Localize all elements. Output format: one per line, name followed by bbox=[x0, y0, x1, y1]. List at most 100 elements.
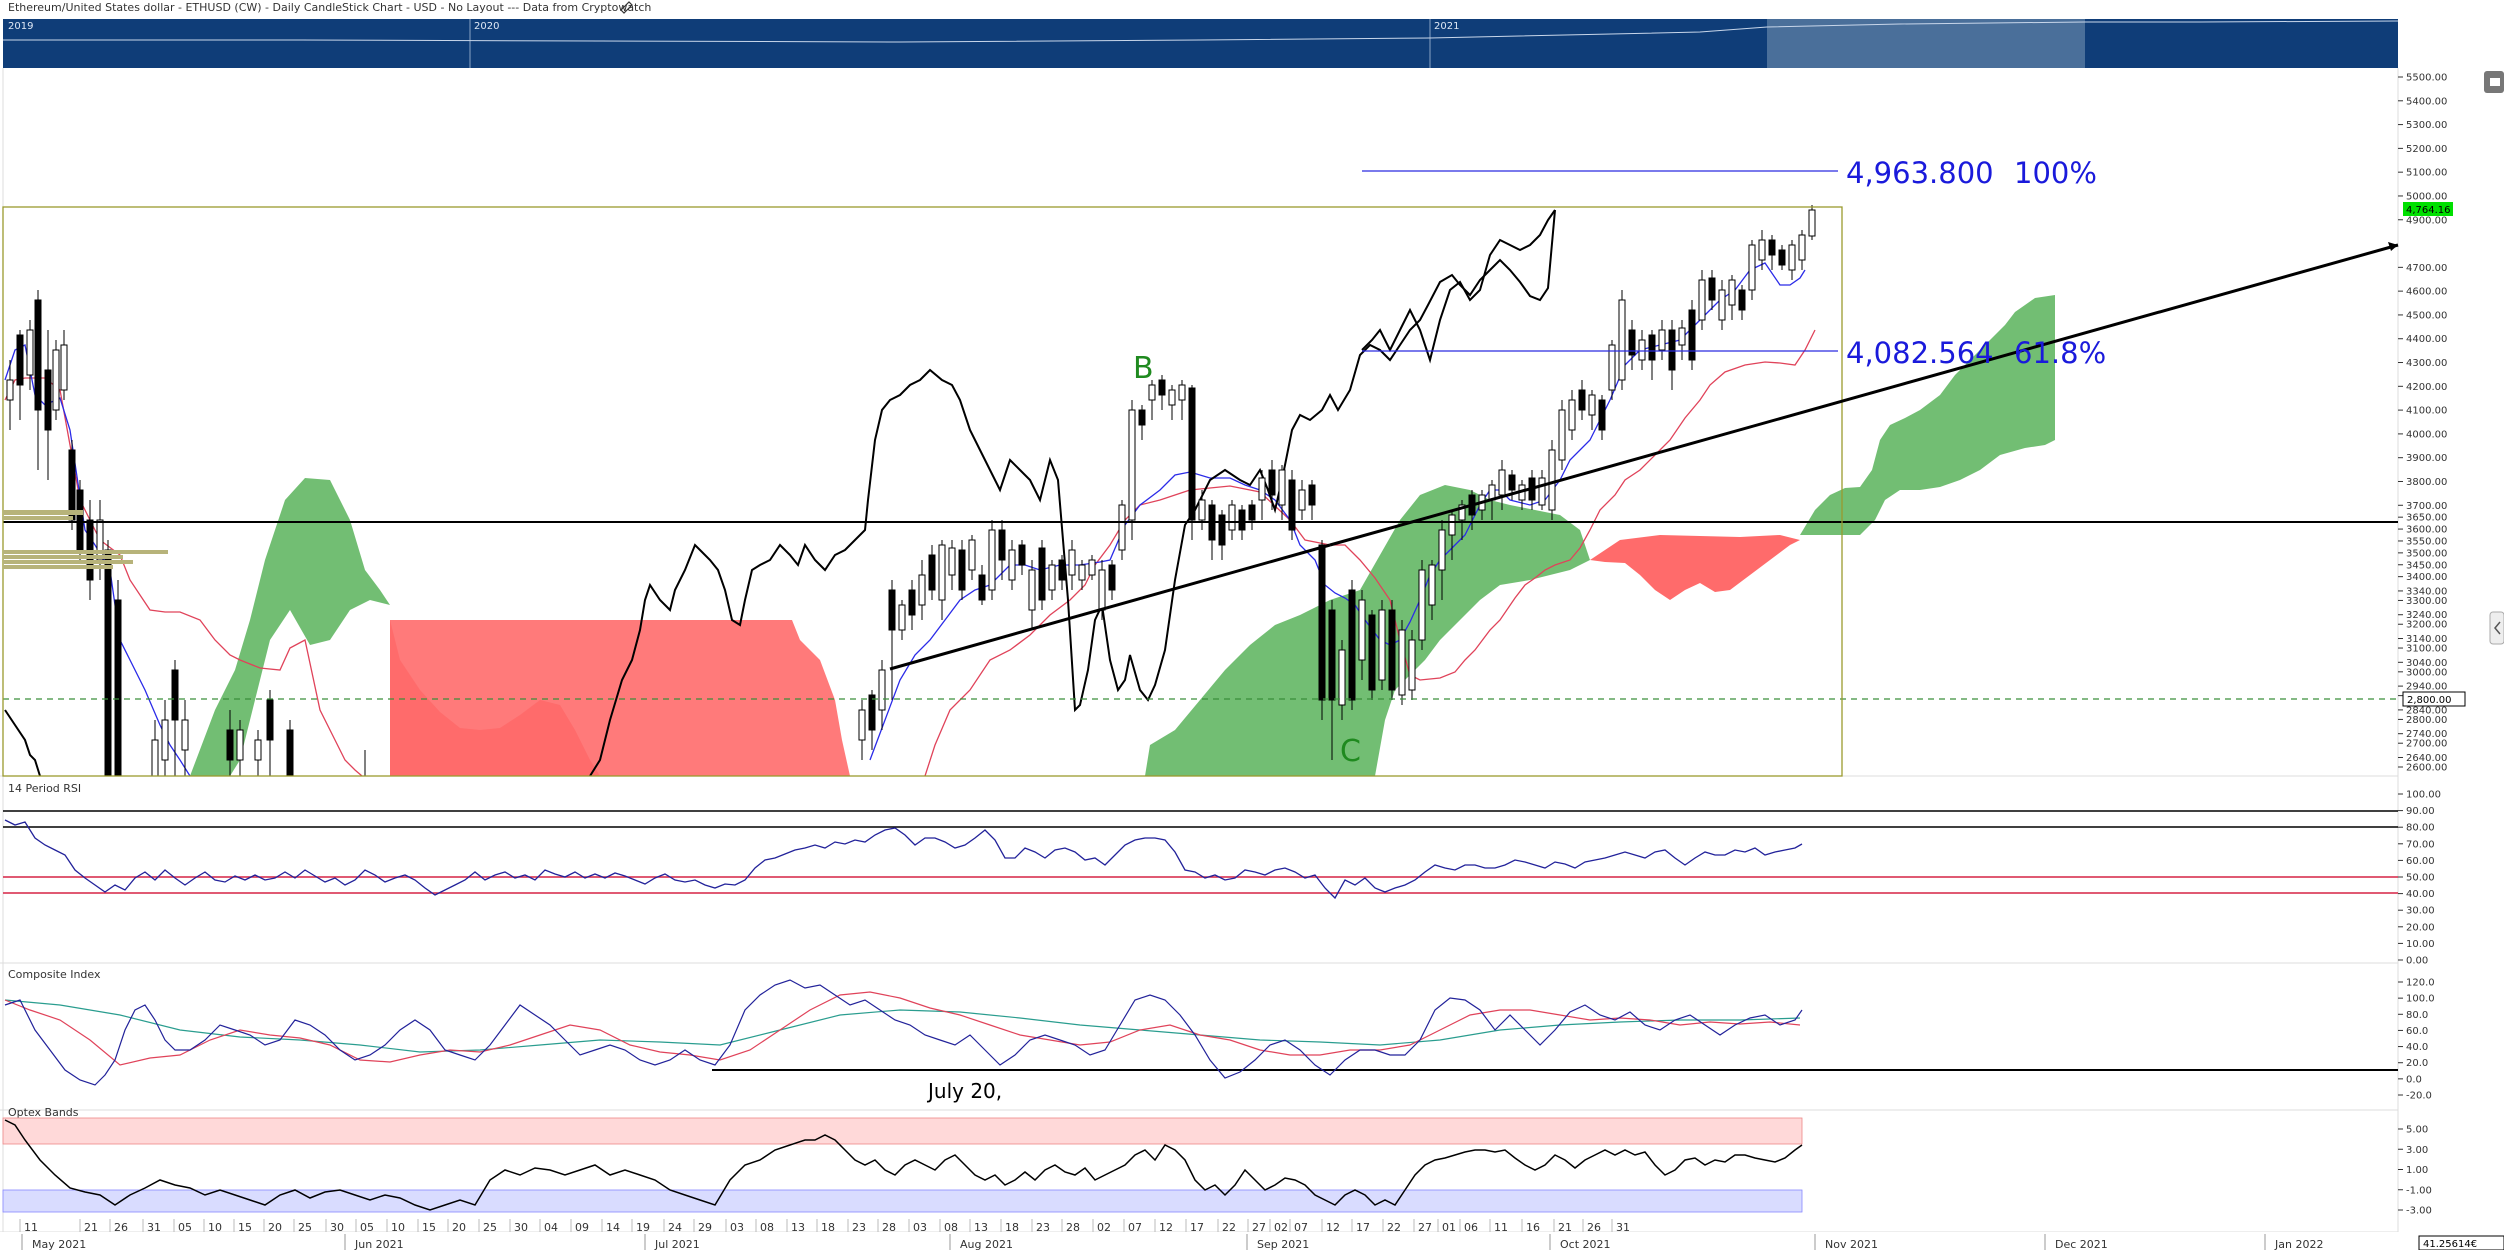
edit-pencil-icon[interactable] bbox=[620, 1, 633, 14]
price-tick-label: 4500.00 bbox=[2406, 310, 2447, 321]
candle-body bbox=[1588, 394, 1596, 416]
collapse-arrow-icon[interactable] bbox=[2489, 611, 2504, 645]
price-tick-label: 3800.00 bbox=[2406, 477, 2447, 488]
candle-body bbox=[1098, 569, 1106, 611]
date-tick-label: 20 bbox=[452, 1221, 466, 1234]
optex-axis-tick-label: 1.00 bbox=[2406, 1165, 2428, 1176]
price-tick-label: 3500.00 bbox=[2406, 548, 2447, 559]
candle-body bbox=[1318, 544, 1326, 701]
fib-618-price: 4,082.564 bbox=[1846, 336, 1994, 370]
candle-body bbox=[1038, 547, 1046, 601]
price-tick-label: 3140.00 bbox=[2406, 634, 2447, 645]
date-tick-label: 18 bbox=[1005, 1221, 1019, 1234]
month-label: Jun 2021 bbox=[354, 1238, 404, 1250]
chikou-line-3 bbox=[1361, 209, 1556, 364]
date-tick-label: 16 bbox=[1526, 1221, 1540, 1234]
candle-body bbox=[1148, 384, 1156, 401]
price-tick-label: 3200.00 bbox=[2406, 620, 2447, 631]
trendline-arrow-icon bbox=[2388, 242, 2398, 251]
candle-body bbox=[1678, 327, 1686, 346]
date-tick-label: 07 bbox=[1294, 1221, 1308, 1234]
month-label: Jan 2022 bbox=[2274, 1238, 2323, 1250]
candle-body bbox=[958, 549, 966, 591]
price-tick-label: 3900.00 bbox=[2406, 453, 2447, 464]
date-tick-label: 26 bbox=[1587, 1221, 1601, 1234]
time-navigator[interactable]: 2019 2020 2021 bbox=[3, 19, 2399, 68]
date-tick-label: 04 bbox=[544, 1221, 558, 1234]
candle-body bbox=[1278, 469, 1286, 506]
date-tick-label: 05 bbox=[178, 1221, 192, 1234]
label-b: B bbox=[1133, 351, 1154, 386]
price-panel[interactable]: 4,963.800 100% 4,082.564 61.8% B C bbox=[2, 156, 2399, 777]
candle-body bbox=[1628, 329, 1636, 356]
date-tick-label: 10 bbox=[391, 1221, 405, 1234]
candle-body bbox=[1578, 389, 1586, 411]
candle-body bbox=[1618, 299, 1626, 381]
optex-panel[interactable]: Optex Bands bbox=[2, 1106, 1803, 1213]
last-price-label: 4,764.16 bbox=[2406, 205, 2451, 216]
candle-body bbox=[1338, 649, 1346, 706]
price-tick-label: 3340.00 bbox=[2406, 586, 2447, 597]
price-tick-label: 2800.00 bbox=[2406, 715, 2447, 726]
candle-body bbox=[1648, 334, 1656, 361]
date-tick-label: 17 bbox=[1190, 1221, 1204, 1234]
chikou-line bbox=[4, 709, 41, 777]
candle-body bbox=[1048, 564, 1056, 591]
date-axis[interactable]: 11 21 26 31 05 10 15 20 25 30 05 10 15 20 25 30 04 09 14 19… bbox=[0, 1219, 2504, 1250]
optex-lower-band bbox=[2, 1189, 1803, 1213]
date-tick-label: 28 bbox=[1066, 1221, 1080, 1234]
candle-body bbox=[1688, 309, 1696, 361]
month-label: Dec 2021 bbox=[2055, 1238, 2108, 1250]
price-tick-label: 2640.00 bbox=[2406, 753, 2447, 764]
price-tick-label: 3450.00 bbox=[2406, 560, 2447, 571]
candle-body bbox=[1778, 249, 1786, 266]
candle-body bbox=[1108, 564, 1116, 591]
date-tick-label: 30 bbox=[330, 1221, 344, 1234]
fib-618-pct: 61.8% bbox=[2014, 336, 2106, 370]
cursor-price-label: 2,800.00 bbox=[2407, 695, 2452, 706]
cursor-date-label: 41.25614€ bbox=[2423, 1239, 2477, 1250]
candle-body bbox=[1218, 514, 1226, 546]
date-tick-label: 15 bbox=[238, 1221, 252, 1234]
bullish-cloud-1 bbox=[190, 478, 390, 776]
price-tick-label: 4200.00 bbox=[2406, 382, 2447, 393]
price-tick-label: 5000.00 bbox=[2406, 191, 2447, 202]
rsi-line bbox=[4, 819, 1803, 900]
candle-body bbox=[1188, 387, 1196, 521]
price-tick-label: 5300.00 bbox=[2406, 120, 2447, 131]
bearish-cloud-2 bbox=[1590, 535, 1800, 600]
date-tick-label: 26 bbox=[114, 1221, 128, 1234]
rsi-axis-tick-label: 60.00 bbox=[2406, 856, 2435, 867]
candle-body bbox=[968, 539, 976, 571]
composite-blue-line bbox=[4, 979, 1803, 1086]
price-tick-label: 5100.00 bbox=[2406, 168, 2447, 179]
date-tick-label: 11 bbox=[24, 1221, 38, 1234]
composite-teal-line bbox=[4, 999, 1801, 1053]
candle-body bbox=[1118, 504, 1126, 551]
candle-body bbox=[978, 574, 986, 601]
date-tick-label: 08 bbox=[760, 1221, 774, 1234]
rsi-panel[interactable]: 14 Period RSI bbox=[3, 782, 2398, 900]
candle-body bbox=[1368, 614, 1376, 691]
rsi-axis-tick-label: 80.00 bbox=[2406, 823, 2435, 834]
candle-body bbox=[1268, 469, 1276, 496]
candle-body bbox=[938, 544, 946, 601]
composite-panel[interactable]: Composite Index July 20, bbox=[4, 968, 2398, 1103]
price-axis[interactable]: 5500.00 5400.00 5300.00 5200.00 5100.00 5000.… bbox=[2398, 73, 2447, 774]
candle-body bbox=[1558, 409, 1566, 461]
candle-body bbox=[1788, 244, 1796, 271]
candle-body bbox=[1228, 504, 1236, 531]
candle-body bbox=[1638, 339, 1646, 361]
price-tick-label: 5500.00 bbox=[2406, 73, 2447, 84]
candle-body bbox=[1798, 234, 1806, 261]
candle-body bbox=[1238, 509, 1246, 531]
candle-body bbox=[1658, 329, 1666, 351]
candle-body bbox=[1538, 477, 1546, 506]
candle-body bbox=[1068, 549, 1076, 576]
candle-body bbox=[1028, 569, 1036, 611]
candle-body bbox=[1408, 639, 1416, 691]
composite-axis-tick-label: 20.0 bbox=[2406, 1058, 2428, 1069]
candle-body bbox=[1698, 279, 1706, 321]
lock-icon[interactable] bbox=[2484, 71, 2504, 93]
